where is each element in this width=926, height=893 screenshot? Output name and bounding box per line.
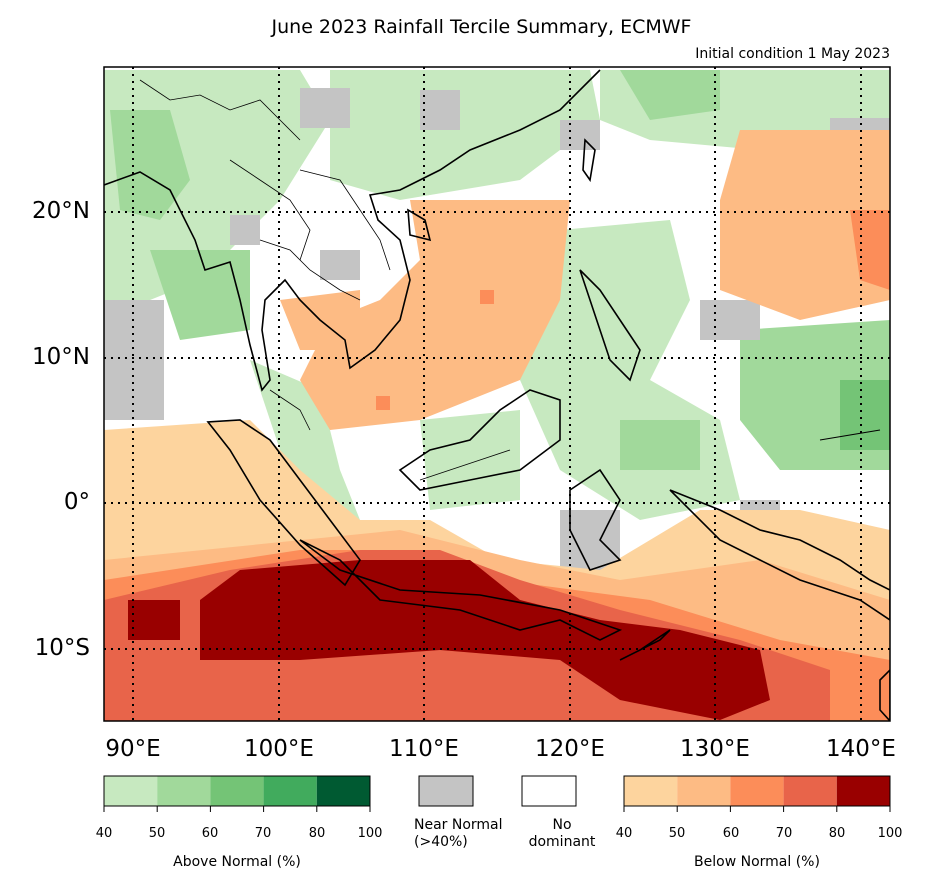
below-swatch-0 [624,776,678,806]
above-swatch-1 [157,776,211,806]
map-subtitle: Initial condition 1 May 2023 [695,46,890,62]
above-tick-80: 80 [308,826,326,841]
above-tick-100: 100 [357,826,383,841]
lat-label-20n: 20°N [32,198,90,224]
near-normal-label: Near Normal (>40%) [414,817,503,850]
lat-label-0: 0° [63,489,90,515]
below-frame [623,775,891,807]
below-swatch-4 [836,776,890,806]
above-tick-70: 70 [254,826,272,841]
above-frame [103,775,371,807]
lon-label-110e: 110°E [389,736,459,762]
coastlines [104,69,890,721]
above-tick-40: 40 [95,826,113,841]
country-borders [139,79,511,481]
below-swatch-1 [677,776,731,806]
gridlines [104,67,890,721]
lat-label-10n: 10°N [32,344,90,370]
below-normal-caption: Below Normal (%) [694,854,820,870]
below-tick-50: 50 [668,826,686,841]
above-swatch-2 [210,776,264,806]
above-tick-60: 60 [201,826,219,841]
below-tick-100: 100 [877,826,903,841]
colorbar-below [623,775,891,812]
map-title: June 2023 Rainfall Tercile Summary, ECMW… [271,16,692,38]
lon-label-100e: 100°E [244,736,314,762]
no-dominant-label: No dominant [528,817,596,850]
below-tick-80: 80 [828,826,846,841]
lon-label-140e: 140°E [826,736,896,762]
above-swatch-4 [316,776,370,806]
near-normal-swatch [418,775,474,807]
above-normal-caption: Above Normal (%) [173,854,301,870]
map-frame [103,66,891,722]
above-swatch-0 [104,776,158,806]
below-swatch-3 [783,776,837,806]
lat-label-10s: 10°S [34,635,90,661]
above-swatch-3 [263,776,317,806]
below-swatch-2 [730,776,784,806]
lon-label-120e: 120°E [535,736,605,762]
lon-label-130e: 130°E [680,736,750,762]
below-normal-region [104,130,890,721]
below-tick-40: 40 [615,826,633,841]
below-tick-60: 60 [722,826,740,841]
colorbar-above [103,775,371,812]
above-tick-50: 50 [148,826,166,841]
no-dominant-swatch [521,775,577,807]
lon-label-90e: 90°E [105,736,161,762]
above-normal-region [104,70,890,520]
below-tick-70: 70 [775,826,793,841]
